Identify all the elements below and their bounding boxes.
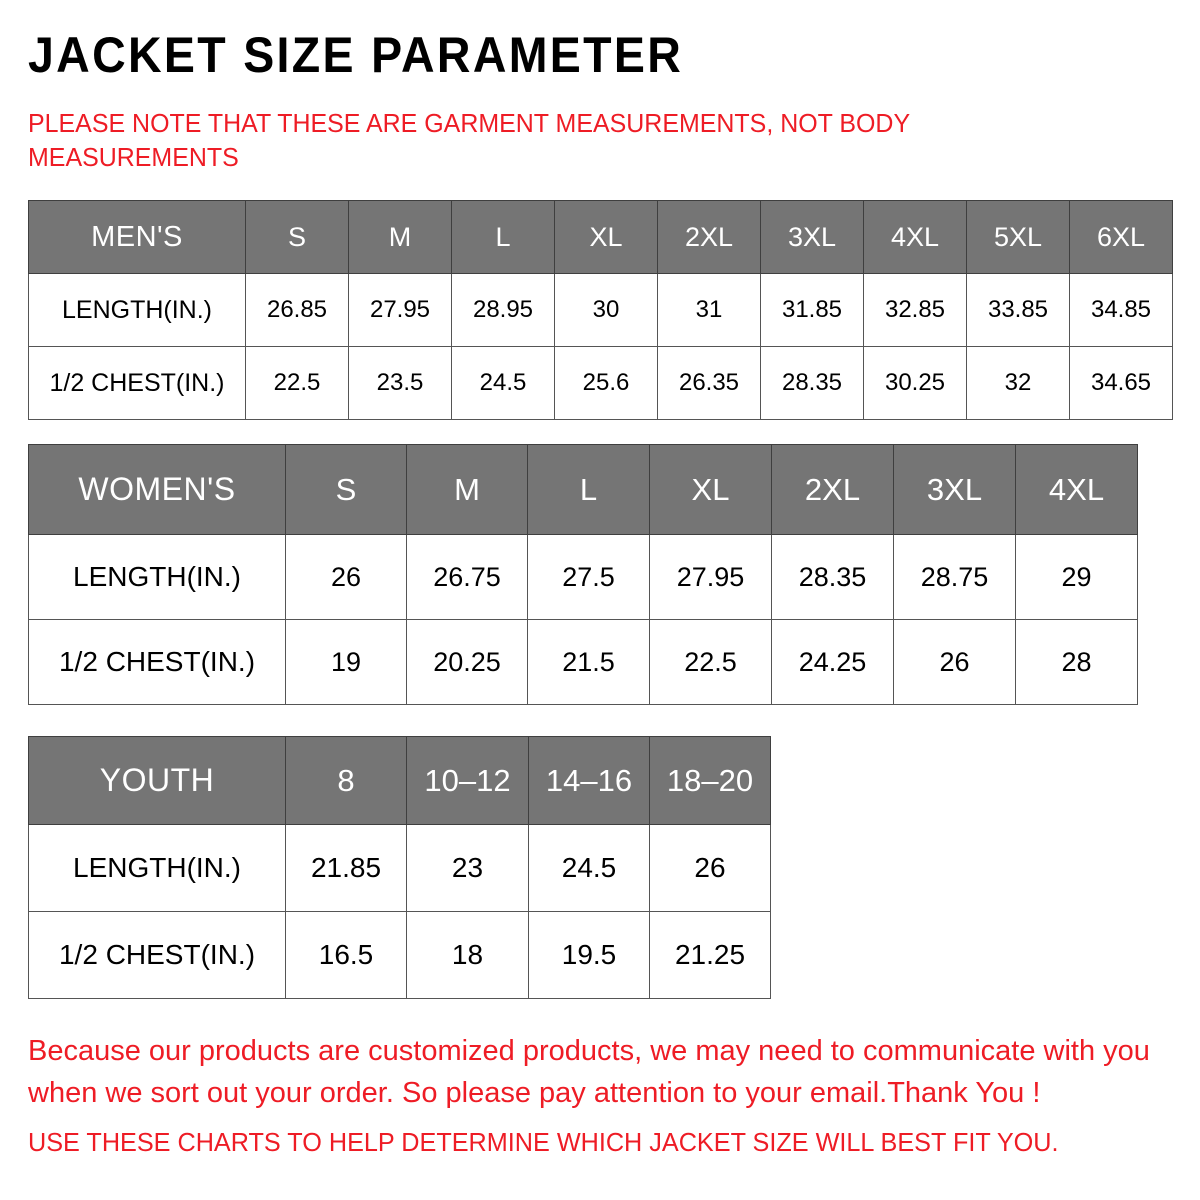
womens-length-value-2: 27.5 — [527, 534, 650, 620]
mens-size-header-3: XL — [554, 200, 658, 274]
table-row: 1/2 CHEST(IN.) 16.5 18 19.5 21.25 — [28, 911, 771, 999]
womens-size-header-6: 4XL — [1015, 444, 1138, 535]
womens-chest-value-3: 22.5 — [649, 619, 772, 705]
womens-chest-value-2: 21.5 — [527, 619, 650, 705]
mens-size-header-0: S — [245, 200, 349, 274]
womens-size-table: WOMEN'S S M L XL 2XL 3XL 4XL LENGTH(IN.)… — [28, 444, 1138, 705]
table-header-row: WOMEN'S S M L XL 2XL 3XL 4XL — [28, 444, 1138, 535]
youth-size-table: YOUTH 8 10–12 14–16 18–20 LENGTH(IN.) 21… — [28, 736, 771, 999]
womens-chest-value-6: 28 — [1015, 619, 1138, 705]
womens-chest-value-5: 26 — [893, 619, 1016, 705]
youth-length-value-3: 26 — [649, 824, 771, 912]
mens-length-value-3: 30 — [554, 273, 658, 347]
table-header-row: MEN'S S M L XL 2XL 3XL 4XL 5XL 6XL — [28, 200, 1173, 274]
womens-size-header-5: 3XL — [893, 444, 1016, 535]
mens-row-label-chest: 1/2 CHEST(IN.) — [28, 346, 246, 420]
mens-chest-value-3: 25.6 — [554, 346, 658, 420]
mens-length-value-6: 32.85 — [863, 273, 967, 347]
table-row: 1/2 CHEST(IN.) 19 20.25 21.5 22.5 24.25 … — [28, 619, 1138, 705]
womens-chest-value-1: 20.25 — [406, 619, 528, 705]
womens-row-label-length: LENGTH(IN.) — [28, 534, 286, 620]
page-title: JACKET SIZE PARAMETER — [28, 27, 684, 83]
womens-chest-value-4: 24.25 — [771, 619, 894, 705]
mens-row-label-length: LENGTH(IN.) — [28, 273, 246, 347]
mens-chest-value-5: 28.35 — [760, 346, 864, 420]
chart-usage-note: USE THESE CHARTS TO HELP DETERMINE WHICH… — [28, 1127, 1059, 1157]
womens-length-value-5: 28.75 — [893, 534, 1016, 620]
mens-length-value-5: 31.85 — [760, 273, 864, 347]
youth-chest-value-2: 19.5 — [528, 911, 650, 999]
mens-chest-value-8: 34.65 — [1069, 346, 1173, 420]
mens-size-header-6: 4XL — [863, 200, 967, 274]
youth-chest-value-1: 18 — [406, 911, 529, 999]
table-row: LENGTH(IN.) 26 26.75 27.5 27.95 28.35 28… — [28, 534, 1138, 620]
womens-length-value-0: 26 — [285, 534, 407, 620]
youth-size-header-2: 14–16 — [528, 736, 650, 825]
womens-row-label-chest: 1/2 CHEST(IN.) — [28, 619, 286, 705]
womens-size-header-3: XL — [649, 444, 772, 535]
youth-row-label-chest: 1/2 CHEST(IN.) — [28, 911, 286, 999]
womens-size-header-4: 2XL — [771, 444, 894, 535]
mens-chest-value-4: 26.35 — [657, 346, 761, 420]
youth-table-title: YOUTH — [28, 736, 286, 825]
youth-size-header-3: 18–20 — [649, 736, 771, 825]
mens-chest-value-0: 22.5 — [245, 346, 349, 420]
youth-row-label-length: LENGTH(IN.) — [28, 824, 286, 912]
mens-size-header-5: 3XL — [760, 200, 864, 274]
youth-chest-value-0: 16.5 — [285, 911, 407, 999]
mens-chest-value-6: 30.25 — [863, 346, 967, 420]
mens-length-value-7: 33.85 — [966, 273, 1070, 347]
mens-size-header-4: 2XL — [657, 200, 761, 274]
table-row: LENGTH(IN.) 21.85 23 24.5 26 — [28, 824, 771, 912]
youth-chest-value-3: 21.25 — [649, 911, 771, 999]
womens-length-value-6: 29 — [1015, 534, 1138, 620]
mens-size-header-8: 6XL — [1069, 200, 1173, 274]
mens-size-header-2: L — [451, 200, 555, 274]
womens-size-header-1: M — [406, 444, 528, 535]
mens-length-value-8: 34.85 — [1069, 273, 1173, 347]
mens-length-value-1: 27.95 — [348, 273, 452, 347]
customization-note: Because our products are customized prod… — [28, 1035, 1150, 1109]
womens-chest-value-0: 19 — [285, 619, 407, 705]
table-header-row: YOUTH 8 10–12 14–16 18–20 — [28, 736, 771, 825]
youth-size-header-0: 8 — [285, 736, 407, 825]
garment-measurement-note: PLEASE NOTE THAT THESE ARE GARMENT MEASU… — [28, 108, 910, 172]
mens-size-table: MEN'S S M L XL 2XL 3XL 4XL 5XL 6XL LENGT… — [28, 200, 1173, 420]
youth-length-value-2: 24.5 — [528, 824, 650, 912]
mens-length-value-2: 28.95 — [451, 273, 555, 347]
mens-size-header-7: 5XL — [966, 200, 1070, 274]
table-row: 1/2 CHEST(IN.) 22.5 23.5 24.5 25.6 26.35… — [28, 346, 1173, 420]
youth-length-value-1: 23 — [406, 824, 529, 912]
womens-table-title: WOMEN'S — [28, 444, 286, 535]
mens-table-title: MEN'S — [28, 200, 246, 274]
youth-length-value-0: 21.85 — [285, 824, 407, 912]
mens-chest-value-7: 32 — [966, 346, 1070, 420]
womens-size-header-0: S — [285, 444, 407, 535]
table-row: LENGTH(IN.) 26.85 27.95 28.95 30 31 31.8… — [28, 273, 1173, 347]
mens-size-header-1: M — [348, 200, 452, 274]
womens-length-value-1: 26.75 — [406, 534, 528, 620]
womens-length-value-3: 27.95 — [649, 534, 772, 620]
womens-size-header-2: L — [527, 444, 650, 535]
mens-chest-value-2: 24.5 — [451, 346, 555, 420]
mens-chest-value-1: 23.5 — [348, 346, 452, 420]
womens-length-value-4: 28.35 — [771, 534, 894, 620]
mens-length-value-0: 26.85 — [245, 273, 349, 347]
mens-length-value-4: 31 — [657, 273, 761, 347]
youth-size-header-1: 10–12 — [406, 736, 529, 825]
